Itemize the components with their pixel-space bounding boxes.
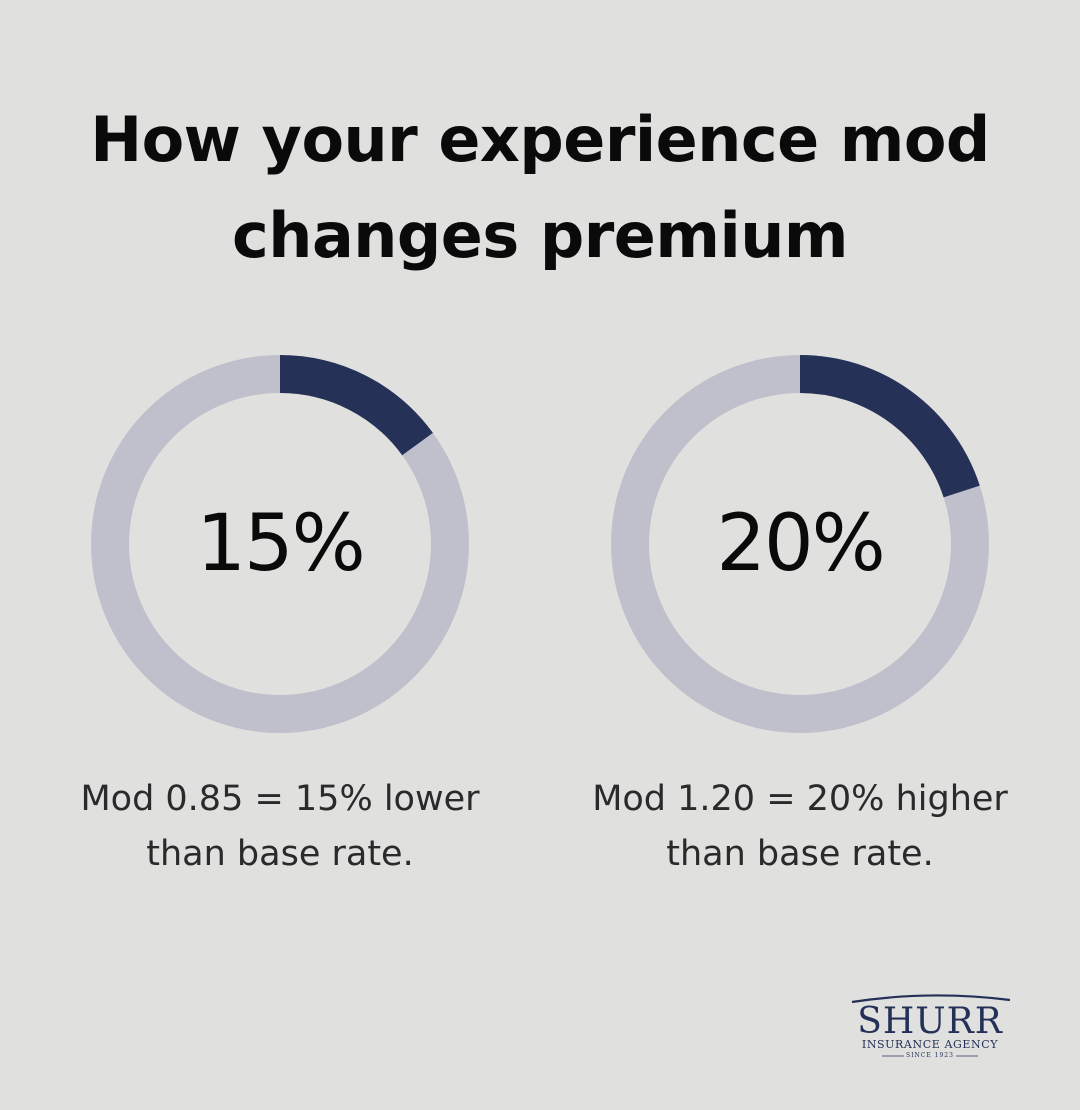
chart-title-line-1: How your experience mod xyxy=(90,103,990,176)
caption-right-line-1: Mod 1.20 = 20% higher xyxy=(592,779,1008,819)
donut-arc-right xyxy=(799,355,980,498)
chart-title-line-2: changes premium xyxy=(232,199,848,272)
caption-left-line-1: Mod 0.85 = 15% lower xyxy=(80,779,480,819)
chart-title: How your experience mod changes premium xyxy=(0,92,1080,284)
donut-value-left: 15% xyxy=(196,499,365,589)
donut-chart-right-svg xyxy=(611,355,989,733)
logo-swoosh-icon xyxy=(851,994,1011,1057)
logo-subtitle: INSURANCE AGENCY xyxy=(861,1038,999,1051)
donut-chart-right: 20% xyxy=(610,354,990,734)
caption-right-line-2: than base rate. xyxy=(666,834,934,874)
logo-since: SINCE 1923 xyxy=(906,1052,954,1059)
caption-left: Mod 0.85 = 15% lower than base rate. xyxy=(50,772,510,882)
caption-right: Mod 1.20 = 20% higher than base rate. xyxy=(570,772,1030,882)
shurr-logo: SHURR INSURANCE AGENCY SINCE 1923 xyxy=(842,988,1018,1068)
donut-chart-left: 15% xyxy=(90,354,470,734)
caption-left-line-2: than base rate. xyxy=(146,834,414,874)
donut-value-right: 20% xyxy=(716,499,885,589)
donut-chart-left-svg xyxy=(91,355,469,733)
donut-arc-left xyxy=(279,355,433,456)
logo-name: SHURR xyxy=(857,1001,1003,1042)
